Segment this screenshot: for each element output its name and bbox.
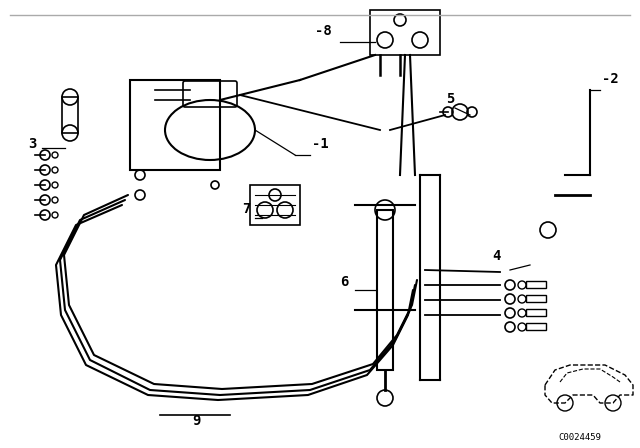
Text: 6: 6 (340, 275, 348, 289)
Bar (526, 323, 546, 330)
Text: -8: -8 (315, 24, 332, 38)
Text: 4: 4 (492, 249, 500, 263)
Text: 3: 3 (28, 137, 36, 151)
Text: -1: -1 (312, 137, 329, 151)
Text: 9: 9 (192, 414, 200, 428)
Text: 5: 5 (446, 92, 454, 106)
Bar (370, 10, 440, 55)
Text: C0024459: C0024459 (559, 433, 602, 442)
Bar (62, 97, 78, 133)
Bar (377, 210, 393, 370)
Bar (250, 185, 300, 225)
Bar (130, 80, 220, 170)
Bar (526, 309, 546, 316)
Bar (526, 281, 546, 288)
Bar (526, 295, 546, 302)
Text: -2: -2 (602, 72, 619, 86)
Text: 7: 7 (242, 202, 250, 216)
